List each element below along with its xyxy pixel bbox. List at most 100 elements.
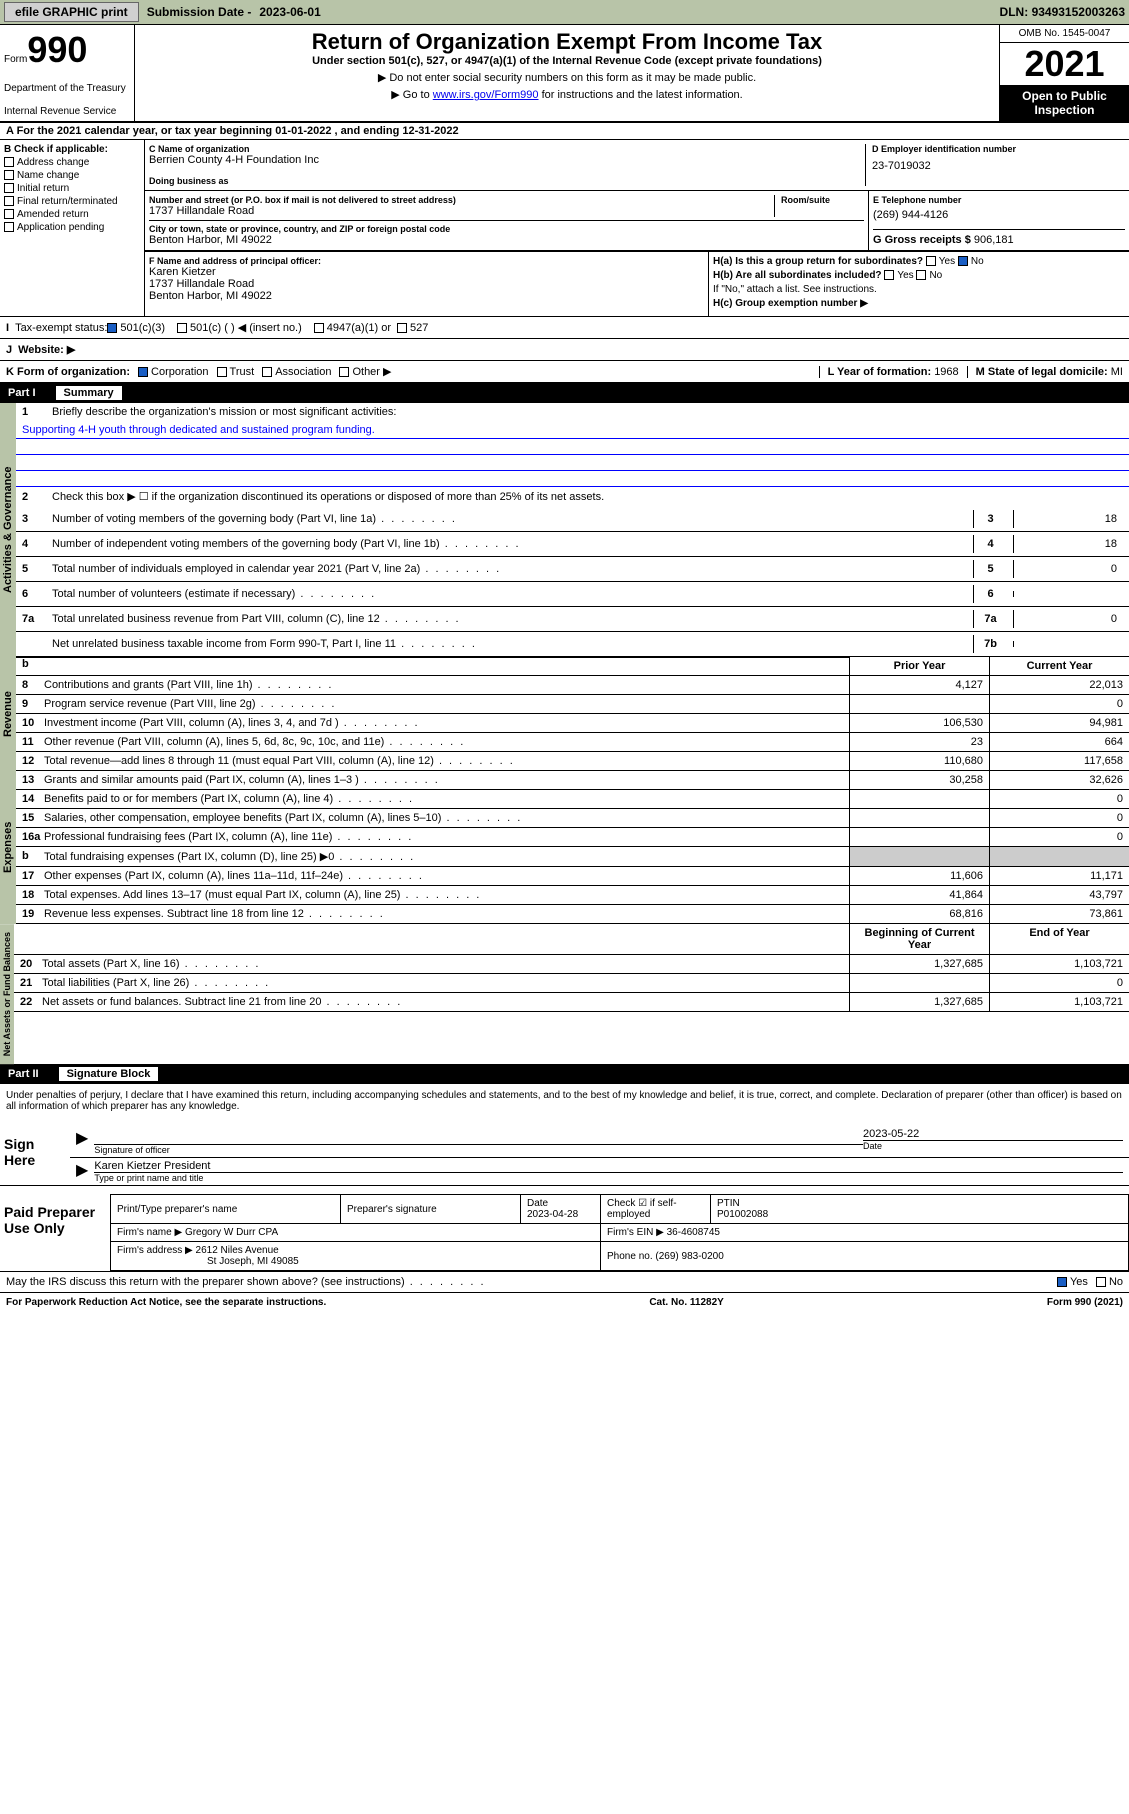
section-a: A For the 2021 calendar year, or tax yea… bbox=[0, 123, 1129, 140]
chk-final-return[interactable]: Final return/terminated bbox=[4, 196, 140, 207]
sig-date: 2023-05-22 bbox=[863, 1128, 1123, 1140]
exp-line-18: 18Total expenses. Add lines 13–17 (must … bbox=[16, 886, 1129, 905]
paid-preparer-label: Paid Preparer Use Only bbox=[0, 1194, 110, 1271]
form-title: Return of Organization Exempt From Incom… bbox=[139, 29, 995, 55]
rev-line-9: 9Program service revenue (Part VIII, lin… bbox=[16, 695, 1129, 714]
firm-ein: 36-4608745 bbox=[667, 1227, 720, 1238]
chk-4947[interactable] bbox=[314, 323, 324, 333]
state-domicile: M State of legal domicile: MI bbox=[967, 366, 1123, 378]
gov-line-5: 5Total number of individuals employed in… bbox=[16, 557, 1129, 582]
officer-label: F Name and address of principal officer: bbox=[149, 256, 704, 266]
gov-line-7a: 7aTotal unrelated business revenue from … bbox=[16, 607, 1129, 632]
city-value: Benton Harbor, MI 49022 bbox=[149, 234, 864, 246]
netassets-label: Net Assets or Fund Balances bbox=[0, 924, 14, 1064]
type-name-label: Type or print name and title bbox=[94, 1172, 1123, 1183]
form-word: Form bbox=[4, 54, 27, 65]
paid-preparer-row: Paid Preparer Use Only Print/Type prepar… bbox=[0, 1194, 1129, 1272]
gross-label: G Gross receipts $ bbox=[873, 234, 971, 246]
col-b-checkboxes: B Check if applicable: Address change Na… bbox=[0, 140, 145, 316]
part2-header: Part II Signature Block bbox=[0, 1064, 1129, 1084]
exp-line-13: 13Grants and similar amounts paid (Part … bbox=[16, 771, 1129, 790]
chk-address-change[interactable]: Address change bbox=[4, 157, 140, 168]
chk-name-change[interactable]: Name change bbox=[4, 170, 140, 181]
chk-corp[interactable] bbox=[138, 367, 148, 377]
netassets-section: Net Assets or Fund Balances Beginning of… bbox=[0, 924, 1129, 1064]
submission-date: 2023-06-01 bbox=[259, 5, 320, 19]
arrow-icon-2: ▶ bbox=[76, 1160, 88, 1183]
governance-label: Activities & Governance bbox=[0, 403, 16, 657]
officer-name: Karen Kietzer bbox=[149, 266, 704, 278]
revenue-label: Revenue bbox=[0, 657, 16, 771]
expenses-section: Expenses 13Grants and similar amounts pa… bbox=[0, 771, 1129, 924]
prep-date: 2023-04-28 bbox=[527, 1209, 578, 1220]
tax-exempt-row: I Tax-exempt status: 501(c)(3) 501(c) ( … bbox=[0, 317, 1129, 339]
chk-discuss-yes[interactable] bbox=[1057, 1277, 1067, 1287]
preparer-table: Print/Type preparer's name Preparer's si… bbox=[110, 1194, 1129, 1271]
k-label: K Form of organization: bbox=[6, 366, 130, 378]
form-org-row: K Form of organization: Corporation Trus… bbox=[0, 361, 1129, 383]
omb-number: OMB No. 1545-0047 bbox=[1000, 25, 1129, 43]
exp-line-15: 15Salaries, other compensation, employee… bbox=[16, 809, 1129, 828]
prior-year-header: Prior Year bbox=[849, 657, 989, 675]
rev-line-11: 11Other revenue (Part VIII, column (A), … bbox=[16, 733, 1129, 752]
mission-blank1 bbox=[16, 439, 1129, 455]
dba-label: Doing business as bbox=[149, 176, 865, 186]
chk-application-pending[interactable]: Application pending bbox=[4, 222, 140, 233]
irs-label: Internal Revenue Service bbox=[4, 106, 130, 117]
info-grid: B Check if applicable: Address change Na… bbox=[0, 140, 1129, 317]
form-header: Form990 Department of the Treasury Inter… bbox=[0, 25, 1129, 123]
prep-name-label: Print/Type preparer's name bbox=[117, 1204, 237, 1215]
arrow-icon: ▶ bbox=[76, 1128, 88, 1155]
exp-line-16a: 16aProfessional fundraising fees (Part I… bbox=[16, 828, 1129, 847]
topbar: efile GRAPHIC print Submission Date - 20… bbox=[0, 0, 1129, 25]
rev-line-8: 8Contributions and grants (Part VIII, li… bbox=[16, 676, 1129, 695]
check-self-employed[interactable]: Check ☑ if self-employed bbox=[607, 1198, 677, 1220]
exp-line-17: 17Other expenses (Part IX, column (A), l… bbox=[16, 867, 1129, 886]
exp-line-19: 19Revenue less expenses. Subtract line 1… bbox=[16, 905, 1129, 924]
chk-assoc[interactable] bbox=[262, 367, 272, 377]
chk-501c3[interactable] bbox=[107, 323, 117, 333]
mission-blank3 bbox=[16, 471, 1129, 487]
rev-line-12: 12Total revenue—add lines 8 through 11 (… bbox=[16, 752, 1129, 771]
submission-label: Submission Date - bbox=[147, 5, 252, 19]
ssn-instruction: ▶ Do not enter social security numbers o… bbox=[139, 71, 995, 84]
discuss-text: May the IRS discuss this return with the… bbox=[6, 1276, 1057, 1288]
chk-amended[interactable]: Amended return bbox=[4, 209, 140, 220]
footer-right: Form 990 (2021) bbox=[1047, 1297, 1123, 1308]
officer-street: 1737 Hillandale Road bbox=[149, 278, 704, 290]
prep-phone: (269) 983-0200 bbox=[655, 1251, 723, 1262]
public-inspection: Open to Public Inspection bbox=[1000, 85, 1129, 121]
hb-question: H(b) Are all subordinates included? Yes … bbox=[713, 270, 1125, 281]
chk-trust[interactable] bbox=[217, 367, 227, 377]
tax-year: 2021 bbox=[1000, 43, 1129, 85]
city-label: City or town, state or province, country… bbox=[149, 224, 864, 234]
gov-line-6: 6Total number of volunteers (estimate if… bbox=[16, 582, 1129, 607]
col-b-title: B Check if applicable: bbox=[4, 144, 140, 155]
chk-501c[interactable] bbox=[177, 323, 187, 333]
net-line-20: 20Total assets (Part X, line 16)1,327,68… bbox=[14, 955, 1129, 974]
revenue-section: Revenue bPrior YearCurrent Year 8Contrib… bbox=[0, 657, 1129, 771]
ein-label: D Employer identification number bbox=[872, 144, 1125, 154]
firm-addr2: St Joseph, MI 49085 bbox=[207, 1256, 299, 1267]
q1-text: Briefly describe the organization's miss… bbox=[52, 406, 1123, 418]
efile-print-button[interactable]: efile GRAPHIC print bbox=[4, 2, 139, 22]
form-subtitle: Under section 501(c), 527, or 4947(a)(1)… bbox=[139, 55, 995, 67]
chk-527[interactable] bbox=[397, 323, 407, 333]
chk-other[interactable] bbox=[339, 367, 349, 377]
hb-note: If "No," attach a list. See instructions… bbox=[713, 284, 1125, 295]
chk-discuss-no[interactable] bbox=[1096, 1277, 1106, 1287]
net-line-22: 22Net assets or fund balances. Subtract … bbox=[14, 993, 1129, 1012]
gross-value: 906,181 bbox=[974, 234, 1014, 246]
org-name-label: C Name of organization bbox=[149, 144, 865, 154]
chk-initial-return[interactable]: Initial return bbox=[4, 183, 140, 194]
mission-blank2 bbox=[16, 455, 1129, 471]
phone-value: (269) 944-4126 bbox=[873, 209, 1125, 221]
ha-question: H(a) Is this a group return for subordin… bbox=[713, 256, 1125, 267]
current-year-header: Current Year bbox=[989, 657, 1129, 675]
end-year-header: End of Year bbox=[989, 924, 1129, 954]
firm-addr1: 2612 Niles Avenue bbox=[196, 1245, 279, 1256]
room-label: Room/suite bbox=[781, 195, 864, 205]
rev-line-10: 10Investment income (Part VIII, column (… bbox=[16, 714, 1129, 733]
irs-link[interactable]: www.irs.gov/Form990 bbox=[433, 89, 539, 101]
ptin-label: PTIN bbox=[717, 1198, 740, 1209]
